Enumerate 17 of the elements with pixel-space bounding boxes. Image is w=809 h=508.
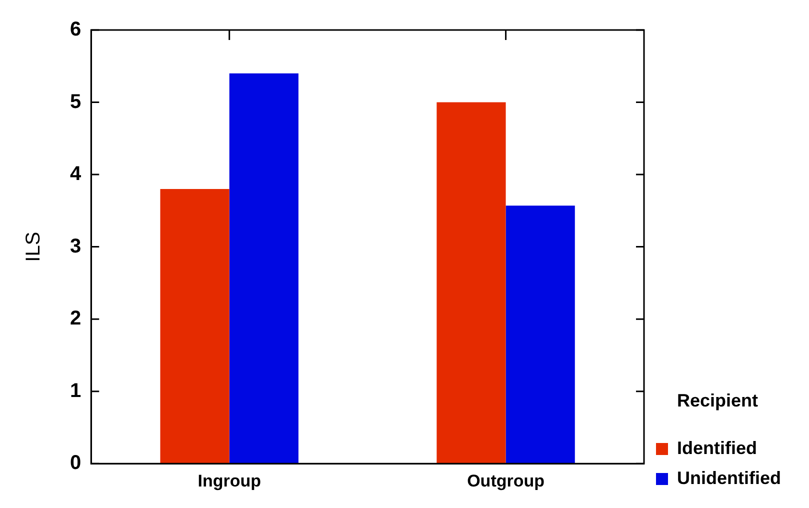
bar — [229, 73, 298, 464]
bar — [436, 102, 506, 464]
y-tick-label: 1 — [70, 380, 82, 402]
y-tick-label: 5 — [70, 90, 82, 113]
legend-label: Identified — [677, 438, 758, 458]
y-tick-label: 6 — [70, 18, 82, 41]
y-axis-title: ILS — [22, 232, 45, 262]
y-tick-label: 3 — [70, 235, 82, 258]
legend-title: Recipient — [676, 390, 758, 410]
y-tick-label: 0 — [70, 452, 82, 474]
bar — [160, 188, 230, 464]
y-tick-label: 4 — [70, 163, 82, 186]
x-tick-label: Outgroup — [467, 471, 544, 490]
legend-label: Unidentified — [677, 468, 782, 488]
x-tick-label: Ingroup — [198, 471, 261, 490]
bar — [506, 206, 575, 464]
y-tick-label: 2 — [70, 308, 82, 330]
